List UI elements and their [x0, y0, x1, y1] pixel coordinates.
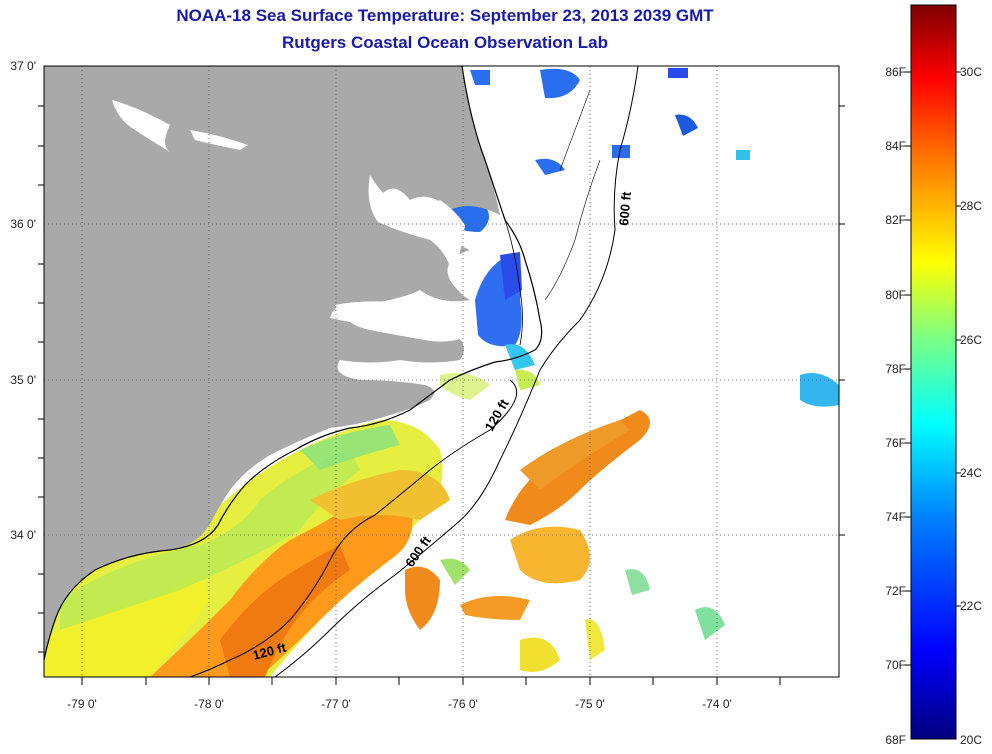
colorbar-c-label: 28C	[960, 199, 983, 213]
isobath-120ft	[189, 379, 518, 677]
map-subtitle: Rutgers Coastal Ocean Observation Lab	[282, 33, 608, 52]
axis-ticks	[38, 105, 845, 685]
lon-label: -76 0'	[448, 697, 478, 711]
colorbar-c-label: 26C	[960, 333, 983, 347]
map-title: NOAA-18 Sea Surface Temperature: Septemb…	[176, 6, 714, 25]
grid-lines	[44, 66, 839, 677]
colorbar-f-label: 72F	[885, 584, 906, 598]
lat-label: 37 0'	[10, 59, 36, 73]
colorbar-f-label: 76F	[885, 436, 906, 450]
colorbar-f-label: 82F	[885, 213, 906, 227]
colorbar-ticks	[904, 71, 961, 666]
colorbar-c-label: 20C	[960, 733, 983, 747]
colorbar-f-label: 70F	[885, 658, 906, 672]
lat-label: 35 0'	[10, 373, 36, 387]
isobath-label: 600 ft	[616, 190, 634, 226]
colorbar-c-label: 22C	[960, 599, 983, 613]
isobath-600ft	[274, 66, 639, 677]
colorbar-f-label: 86F	[885, 65, 906, 79]
colorbar-f-label: 74F	[885, 510, 906, 524]
colorbar-c-label: 24C	[960, 466, 983, 480]
map-frame	[43, 65, 840, 678]
lon-label: -75 0'	[575, 697, 605, 711]
lon-label: -78 0'	[194, 697, 224, 711]
colorbar-f-label: 78F	[885, 362, 906, 376]
colorbar-f-label: 84F	[885, 139, 906, 153]
colorbar-c-label: 30C	[960, 65, 983, 79]
lat-label: 34 0'	[10, 528, 36, 542]
lon-label: -79 0'	[67, 697, 97, 711]
land-mass	[44, 66, 500, 660]
colorbar-f-label: 80F	[885, 288, 906, 302]
coastline	[44, 66, 543, 661]
colorbar-f-label: 68F	[885, 733, 906, 747]
lat-label: 36 0'	[10, 217, 36, 231]
lon-label: -74 0'	[702, 697, 732, 711]
lon-label: -77 0'	[321, 697, 351, 711]
colorbar	[910, 4, 957, 740]
